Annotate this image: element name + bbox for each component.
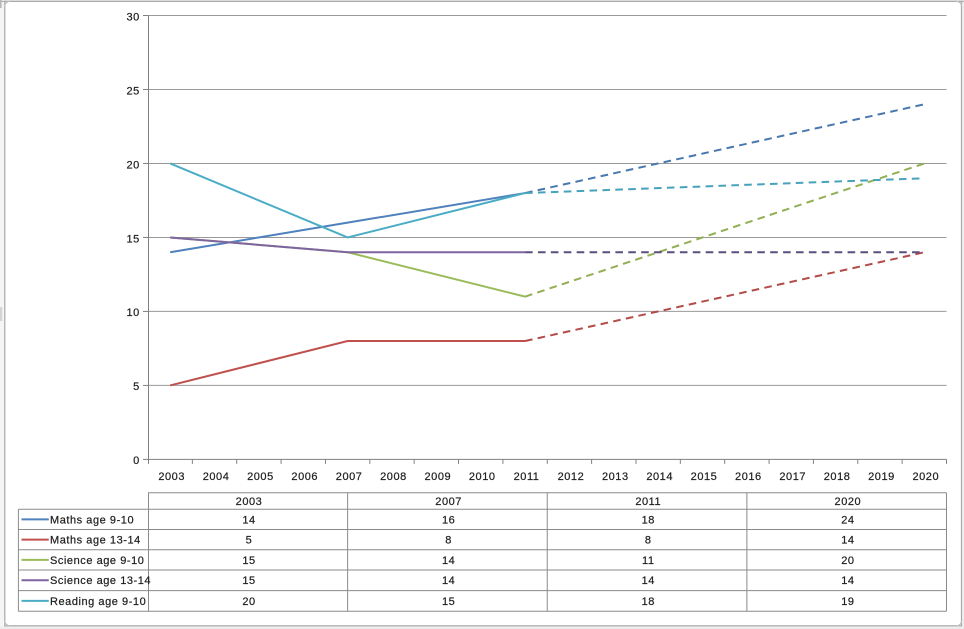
svg-text:20: 20 [126,159,139,171]
svg-text:2015: 2015 [691,471,718,483]
svg-text:2014: 2014 [646,471,673,483]
svg-text:2010: 2010 [469,471,496,483]
svg-text:2009: 2009 [425,471,452,483]
svg-text:8: 8 [445,535,452,547]
svg-text:25: 25 [126,85,139,97]
svg-text:14: 14 [242,514,255,526]
svg-text:2011: 2011 [514,471,540,483]
svg-text:2017: 2017 [779,471,806,483]
svg-text:15: 15 [242,575,255,587]
svg-text:15: 15 [126,233,139,245]
svg-text:2003: 2003 [158,471,185,483]
svg-text:15: 15 [242,555,255,567]
svg-text:2008: 2008 [380,471,407,483]
svg-text:Maths age 9-10: Maths age 9-10 [50,514,134,526]
svg-text:10: 10 [126,307,139,319]
svg-text:5: 5 [246,535,253,547]
svg-text:20: 20 [242,596,255,608]
svg-text:2020: 2020 [912,471,939,483]
svg-text:2011: 2011 [635,496,661,508]
svg-text:20: 20 [841,555,854,567]
svg-text:2007: 2007 [336,471,363,483]
svg-text:2019: 2019 [868,471,895,483]
svg-text:8: 8 [645,535,652,547]
svg-text:2020: 2020 [835,496,862,508]
svg-text:Reading age 9-10: Reading age 9-10 [50,596,146,608]
svg-text:14: 14 [841,575,854,587]
svg-text:2004: 2004 [203,471,230,483]
svg-text:19: 19 [841,596,854,608]
svg-text:2016: 2016 [735,471,762,483]
svg-text:14: 14 [642,575,655,587]
svg-text:2005: 2005 [247,471,274,483]
svg-text:2007: 2007 [435,496,462,508]
svg-text:16: 16 [442,514,455,526]
svg-text:30: 30 [126,11,139,23]
svg-text:2012: 2012 [558,471,585,483]
svg-text:14: 14 [442,555,455,567]
svg-text:2006: 2006 [291,471,318,483]
svg-text:5: 5 [133,381,140,393]
svg-text:24: 24 [841,514,854,526]
svg-text:2018: 2018 [824,471,851,483]
svg-text:14: 14 [442,575,455,587]
svg-text:14: 14 [841,535,854,547]
svg-text:2013: 2013 [602,471,629,483]
svg-text:0: 0 [133,455,140,467]
svg-text:Science age 13-14: Science age 13-14 [50,575,151,587]
svg-text:18: 18 [642,596,655,608]
svg-text:2003: 2003 [236,496,263,508]
svg-text:15: 15 [442,596,455,608]
svg-text:Maths age 13-14: Maths age 13-14 [50,535,141,547]
svg-text:11: 11 [642,555,655,567]
svg-text:18: 18 [642,514,655,526]
svg-text:Science age 9-10: Science age 9-10 [50,555,144,567]
